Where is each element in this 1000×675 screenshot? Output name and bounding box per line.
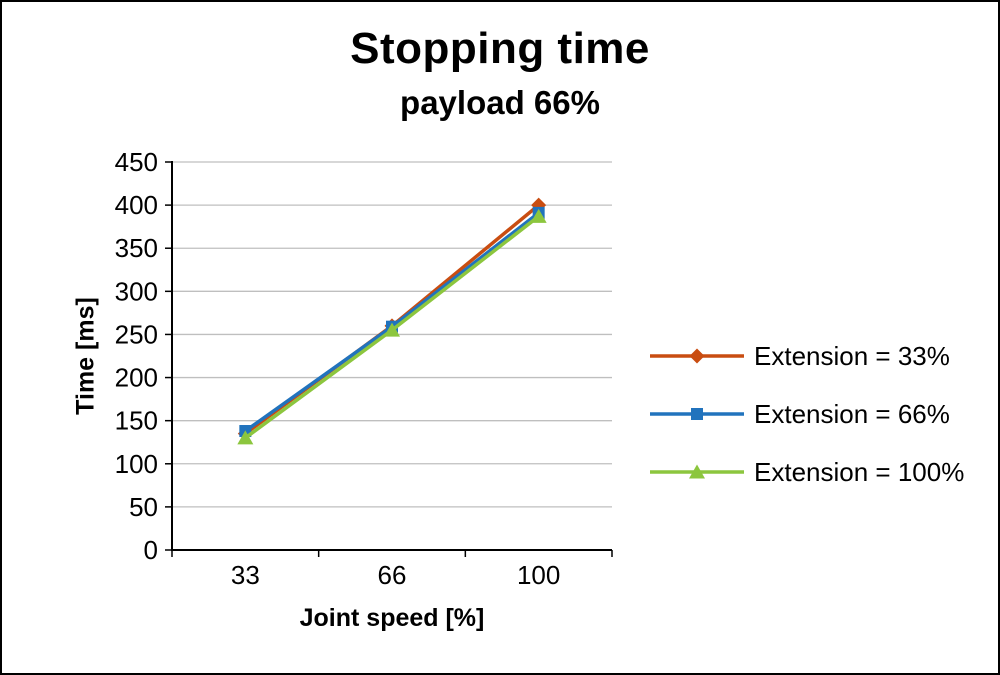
svg-text:200: 200 <box>115 363 158 393</box>
legend-label: Extension = 66% <box>754 398 950 429</box>
legend-item: Extension = 100% <box>648 450 964 494</box>
svg-text:150: 150 <box>115 406 158 436</box>
axis-ticks <box>165 161 613 557</box>
svg-text:450: 450 <box>115 147 158 177</box>
svg-text:0: 0 <box>144 535 158 565</box>
legend-marker-square-icon <box>650 408 744 420</box>
legend-label: Extension = 100% <box>754 456 965 487</box>
legend-marker-diamond-icon <box>650 348 744 364</box>
x-tick-labels: 33 66 100 <box>231 560 560 590</box>
x-axis-title: Joint speed [%] <box>299 604 485 632</box>
svg-text:33: 33 <box>231 560 260 590</box>
chart-legend: Extension = 33% Extension = 66% Extensio… <box>648 334 964 494</box>
svg-text:100: 100 <box>517 560 560 590</box>
legend-marker-triangle-icon <box>650 464 744 479</box>
chart-title: Stopping time <box>350 24 650 73</box>
legend-item: Extension = 33% <box>648 334 964 378</box>
legend-item: Extension = 66% <box>648 392 964 436</box>
axes <box>171 161 612 551</box>
svg-text:100: 100 <box>115 449 158 479</box>
y-tick-labels: 0 50 100 150 200 250 300 350 400 450 <box>115 147 158 565</box>
series-1 <box>239 206 545 438</box>
svg-text:66: 66 <box>378 560 407 590</box>
svg-text:350: 350 <box>115 233 158 263</box>
svg-text:400: 400 <box>115 190 158 220</box>
series-2 <box>237 208 547 445</box>
chart-subtitle: payload 66% <box>400 84 600 121</box>
svg-text:300: 300 <box>115 276 158 306</box>
legend-label: Extension = 33% <box>754 340 950 371</box>
y-axis-title: Time [ms] <box>71 297 100 415</box>
svg-text:250: 250 <box>115 319 158 349</box>
svg-text:50: 50 <box>129 492 158 522</box>
